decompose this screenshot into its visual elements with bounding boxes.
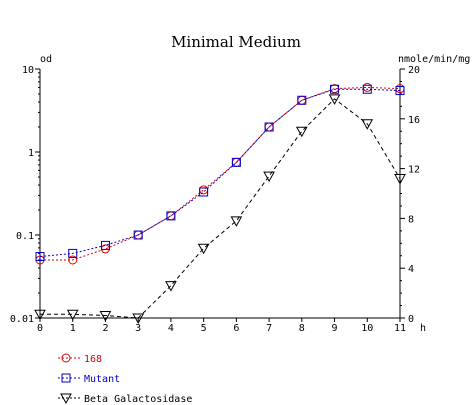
data-point-mutant — [330, 84, 340, 94]
right-tick-label: 0 — [408, 314, 414, 325]
legend: 168 Mutant Beta Galactosidase — [58, 353, 192, 405]
data-point-mutant — [264, 122, 274, 132]
x-tick-label: 6 — [233, 323, 239, 334]
left-tick-label: 1 — [28, 148, 34, 159]
x-axis-label: h — [420, 323, 426, 334]
x-tick-label: 7 — [266, 323, 272, 334]
right-tick-label: 16 — [408, 115, 420, 126]
data-point-beta-galactosidase — [99, 311, 112, 322]
data-point-beta-galactosidase — [132, 313, 145, 325]
data-point-mutant — [68, 248, 78, 258]
data-point-mutant — [199, 187, 209, 197]
x-tick-label: 4 — [168, 323, 174, 334]
left-tick-label: 0.1 — [16, 231, 34, 242]
right-tick-label: 8 — [408, 214, 414, 225]
series-line-mutant — [39, 88, 401, 258]
data-point-beta-galactosidase — [34, 309, 46, 321]
legend-marker-168 — [61, 353, 71, 363]
legend-label-beta-galactosidase: Beta Galactosidase — [84, 394, 192, 405]
data-point-beta-galactosidase — [394, 174, 406, 185]
data-point-mutant — [362, 84, 372, 94]
legend-label-mutant: Mutant — [84, 374, 120, 385]
right-tick-label: 20 — [408, 65, 420, 76]
data-point-mutant — [35, 252, 45, 262]
x-tick-label: 9 — [332, 323, 338, 334]
right-tick-label: 4 — [408, 264, 414, 275]
x-tick-label: 8 — [299, 323, 305, 334]
data-point-mutant — [166, 211, 176, 221]
data-point-beta-galactosidase — [263, 171, 275, 183]
series-line-beta-galactosidase — [40, 98, 401, 319]
data-point-168 — [199, 185, 209, 195]
legend-marker-beta-galactosidase — [60, 393, 72, 405]
data-point-beta-galactosidase — [328, 94, 341, 105]
chart-title: Minimal Medium — [171, 33, 301, 51]
data-point-beta-galactosidase — [197, 243, 210, 255]
x-tick-label: 1 — [70, 323, 76, 334]
series-line-168 — [40, 86, 401, 261]
data-point-mutant — [395, 86, 405, 96]
legend-marker-mutant — [61, 373, 71, 383]
data-point-mutant — [231, 157, 241, 167]
right-axis-label: nmole/min/mg — [398, 54, 470, 65]
left-tick-label: 0.01 — [10, 314, 34, 325]
legend-label-168: 168 — [84, 354, 102, 365]
x-tick-label: 3 — [135, 323, 141, 334]
series-layer — [34, 82, 406, 325]
right-tick-label: 12 — [408, 165, 420, 176]
left-tick-label: 10 — [22, 65, 34, 76]
data-point-beta-galactosidase — [361, 119, 374, 130]
x-tick-label: 11 — [394, 323, 406, 334]
x-tick-label: 2 — [102, 323, 108, 334]
data-point-mutant — [133, 230, 143, 240]
left-axis-label: od — [40, 54, 52, 65]
x-tick-label: 5 — [201, 323, 207, 334]
data-point-beta-galactosidase — [165, 281, 177, 292]
data-point-beta-galactosidase — [295, 126, 308, 138]
x-tick-label: 10 — [361, 323, 373, 334]
data-point-mutant — [100, 240, 110, 250]
data-point-beta-galactosidase — [66, 309, 79, 321]
data-point-beta-galactosidase — [230, 216, 243, 227]
x-tick-label: 0 — [37, 323, 43, 334]
data-point-mutant — [297, 95, 307, 105]
data-point-168 — [68, 255, 78, 265]
